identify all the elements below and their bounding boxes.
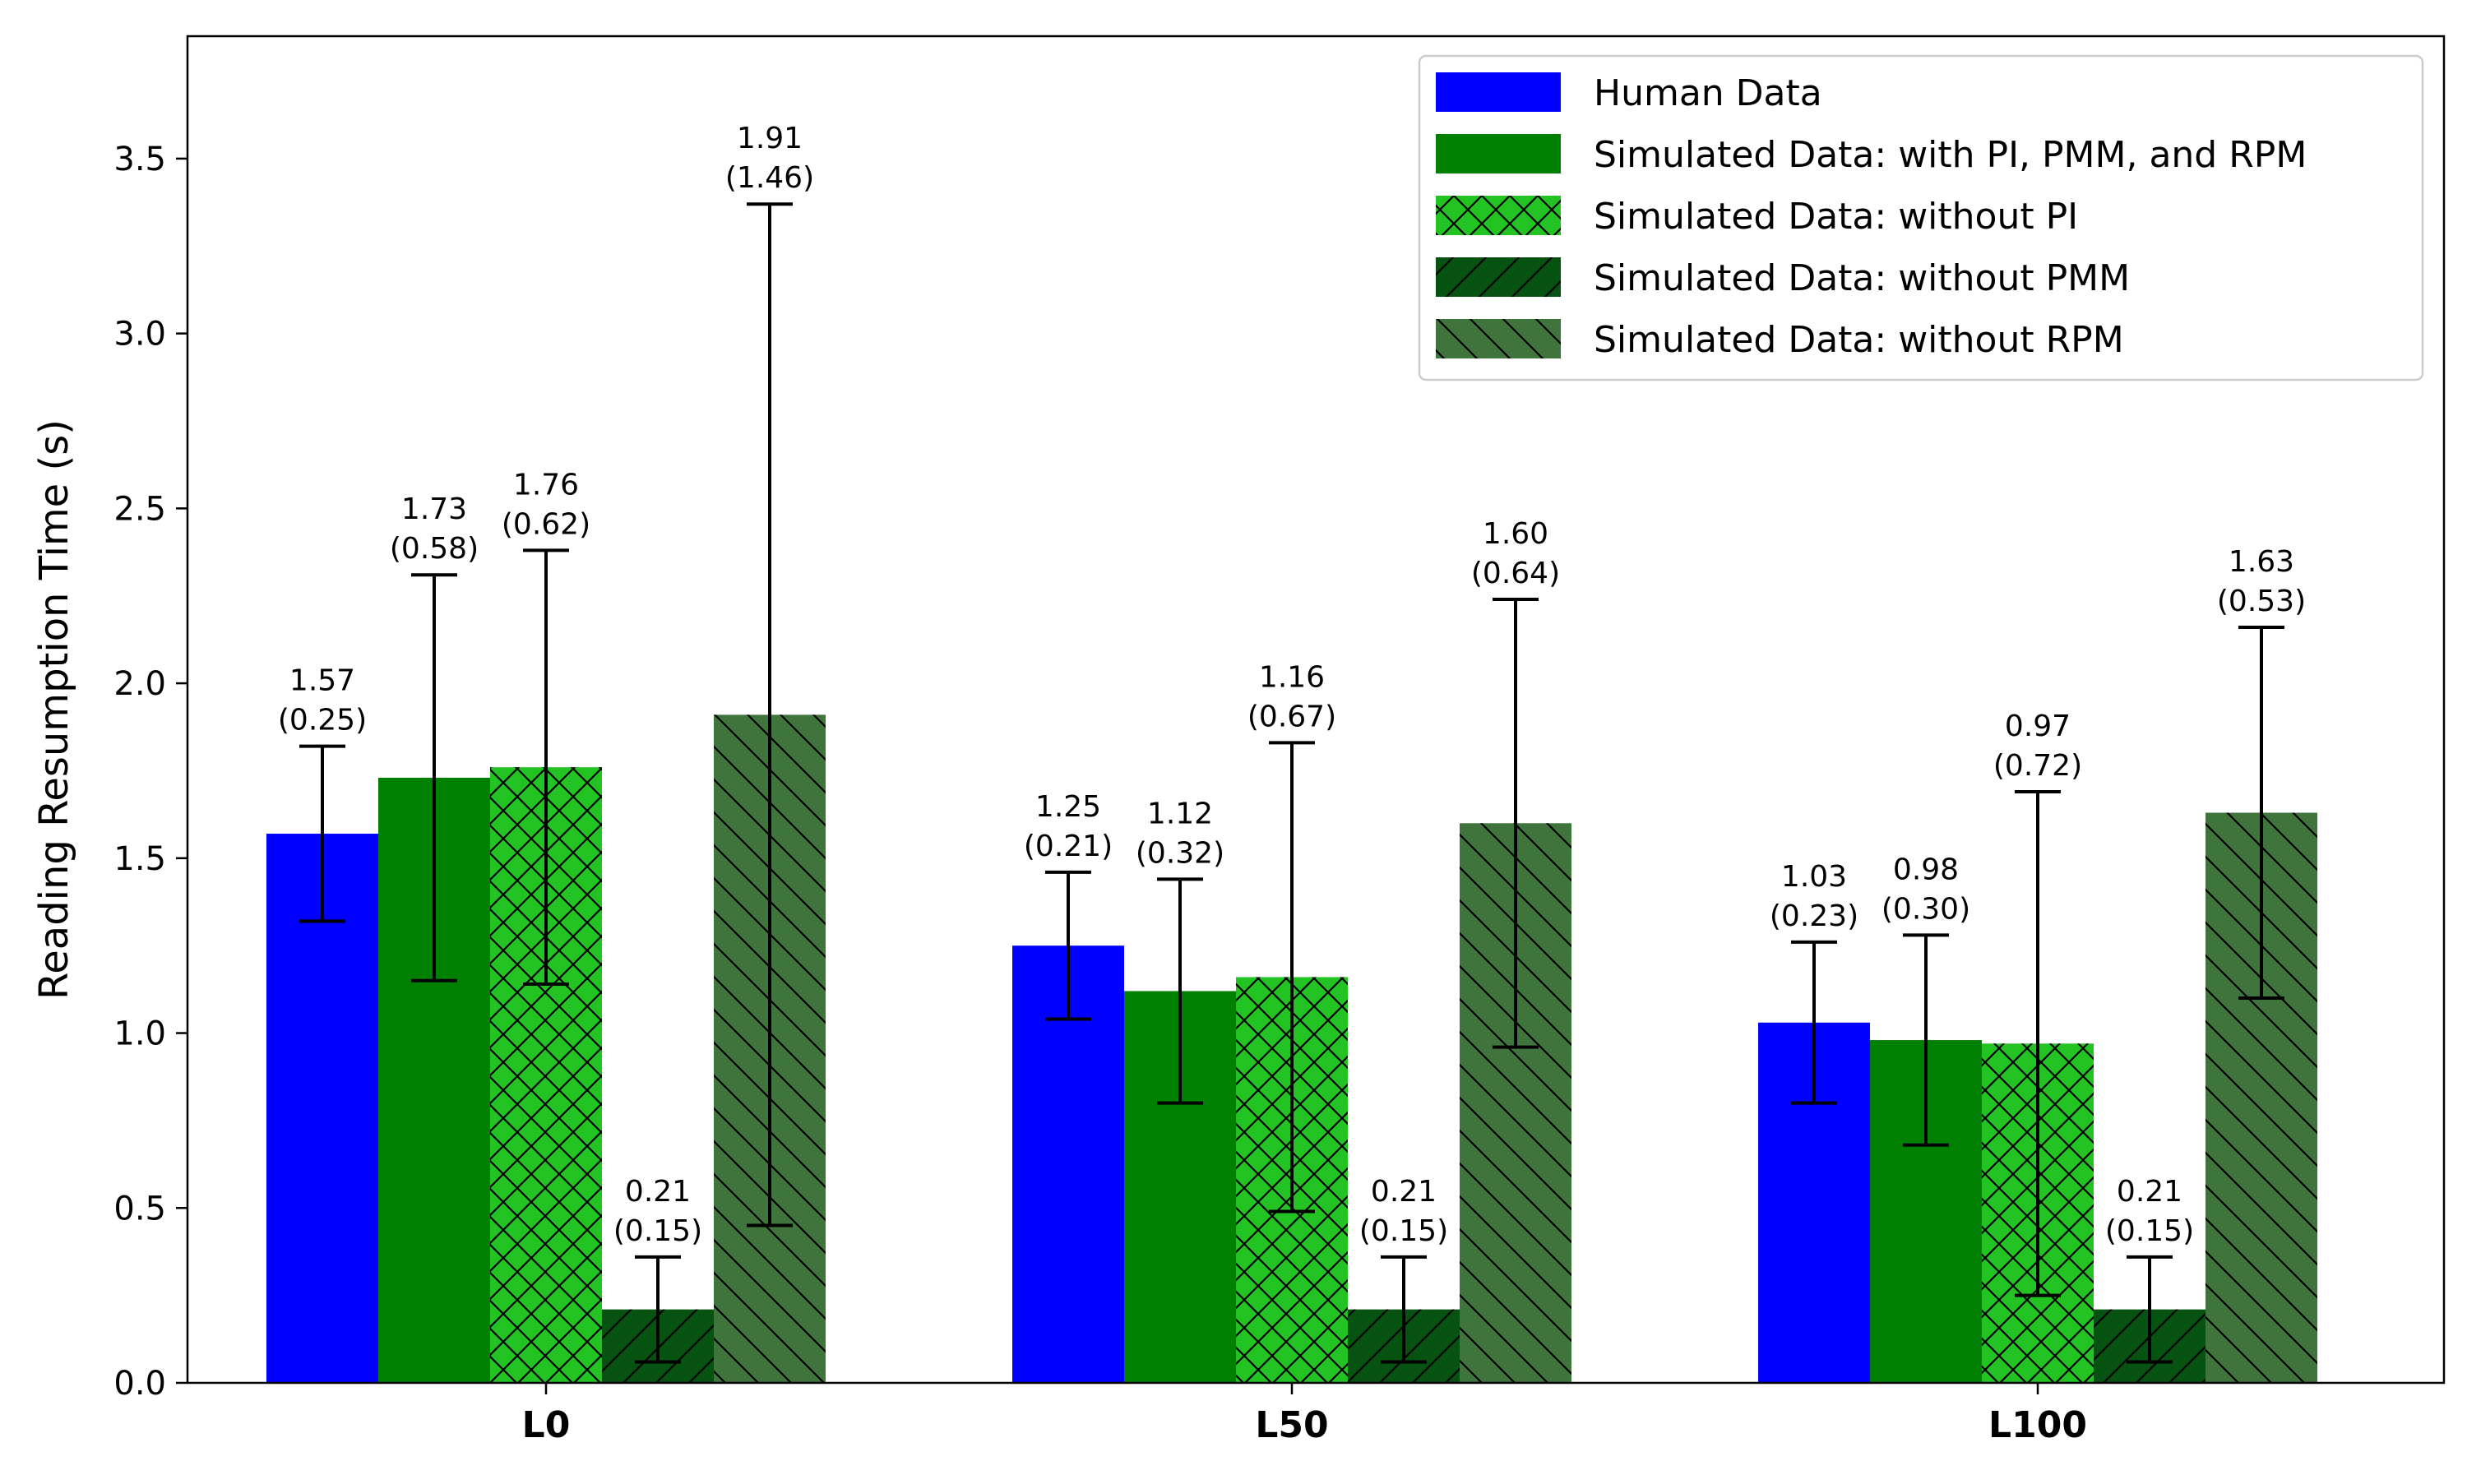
- data-label-error-series-0-l50: (0.21): [1024, 830, 1113, 863]
- error-bar-series-3-l0: [635, 1255, 681, 1364]
- error-bar-series-1-l100: [1903, 933, 1949, 1147]
- data-label-value-series-3-l0: 0.21: [625, 1175, 691, 1209]
- data-label-error-series-3-l50: (0.15): [1359, 1214, 1448, 1248]
- data-label-error-series-4-l0: (1.46): [725, 161, 814, 195]
- data-label-error-series-1-l50: (0.32): [1136, 836, 1224, 870]
- error-bar-series-2-l0: [523, 548, 569, 986]
- x-tick-label-l0: L0: [522, 1404, 571, 1446]
- data-label-value-series-2-l50: 1.16: [1259, 660, 1325, 694]
- plot-frame: [186, 35, 2446, 1385]
- legend-item-1: Simulated Data: with PI, PMM, and RPM: [1436, 134, 2307, 176]
- y-tick-label: 2.0: [113, 665, 166, 703]
- y-tick-label: 1.5: [113, 840, 166, 878]
- data-label-value-series-4-l50: 1.60: [1483, 517, 1548, 551]
- legend-item-4: Simulated Data: without RPM: [1436, 319, 2124, 361]
- y-tick-label: 2.5: [113, 490, 166, 528]
- legend-swatch-hatch: [1436, 257, 1561, 297]
- error-bar-series-2-l100: [2015, 789, 2061, 1297]
- y-tick-label: 0.5: [113, 1190, 166, 1227]
- legend-swatch-hatch: [1436, 319, 1561, 358]
- y-tick-label: 1.0: [113, 1015, 166, 1053]
- data-label-error-series-0-l0: (0.25): [278, 704, 367, 737]
- data-label-value-series-4-l0: 1.91: [737, 122, 803, 155]
- error-bar-series-0-l0: [299, 744, 345, 923]
- y-tick-label: 3.0: [113, 316, 166, 354]
- error-bar-series-0-l50: [1045, 870, 1091, 1021]
- data-label-value-series-1-l100: 0.98: [1893, 853, 1959, 886]
- data-label-error-series-2-l100: (0.72): [1993, 749, 2082, 783]
- data-label-value-series-0-l0: 1.57: [289, 664, 355, 698]
- data-label-error-series-2-l0: (0.62): [502, 507, 590, 541]
- data-label-error-series-2-l50: (0.67): [1247, 700, 1336, 733]
- data-label-error-series-4-l100: (0.53): [2217, 585, 2306, 618]
- error-bar-series-4-l0: [747, 202, 793, 1227]
- legend-label: Simulated Data: without PI: [1594, 196, 2078, 238]
- legend-swatch: [1436, 134, 1561, 173]
- error-bar-series-3-l50: [1381, 1255, 1427, 1364]
- data-label-error-series-1-l0: (0.58): [390, 532, 479, 566]
- legend-item-2: Simulated Data: without PI: [1436, 196, 2078, 238]
- y-axis-title: Reading Resumption Time (s): [31, 419, 77, 1000]
- data-label-value-series-1-l50: 1.12: [1147, 797, 1213, 830]
- data-label-error-series-1-l100: (0.30): [1881, 892, 1970, 926]
- data-label-error-series-4-l50: (0.64): [1471, 557, 1560, 590]
- legend-item-0: Human Data: [1436, 72, 1822, 114]
- data-label-error-series-3-l0: (0.15): [613, 1214, 702, 1248]
- data-label-value-series-1-l0: 1.73: [401, 492, 467, 526]
- legend-box: [1418, 54, 2424, 381]
- y-tick-label: 0.0: [113, 1365, 166, 1403]
- legend-item-3: Simulated Data: without PMM: [1436, 257, 2130, 299]
- error-bar-series-0-l100: [1791, 940, 1837, 1105]
- x-tick-label-l100: L100: [1988, 1404, 2087, 1446]
- legend-swatch: [1436, 72, 1561, 112]
- data-label-value-series-0-l50: 1.25: [1035, 790, 1101, 824]
- x-tick-label-l50: L50: [1255, 1404, 1328, 1446]
- legend-label: Simulated Data: without RPM: [1594, 319, 2124, 361]
- data-label-value-series-2-l0: 1.76: [513, 468, 579, 502]
- data-label-value-series-3-l100: 0.21: [2117, 1175, 2182, 1209]
- error-bar-series-2-l50: [1269, 741, 1315, 1214]
- error-bar-series-4-l100: [2238, 626, 2284, 1000]
- legend-swatch-hatch: [1436, 196, 1561, 235]
- legend-label: Human Data: [1594, 72, 1822, 114]
- error-bar-series-1-l50: [1157, 877, 1203, 1105]
- data-label-value-series-4-l100: 1.63: [2229, 545, 2294, 579]
- data-label-value-series-3-l50: 0.21: [1371, 1175, 1437, 1209]
- data-label-error-series-0-l100: (0.23): [1770, 899, 1858, 933]
- data-label-value-series-2-l100: 0.97: [2005, 710, 2071, 743]
- data-label-value-series-0-l100: 1.03: [1781, 860, 1847, 894]
- y-tick-label: 3.5: [113, 141, 166, 178]
- bar-series-0-l0: [266, 834, 378, 1383]
- error-bar-series-1-l0: [411, 573, 457, 982]
- legend-label: Simulated Data: without PMM: [1594, 257, 2130, 299]
- data-label-error-series-3-l100: (0.15): [2105, 1214, 2194, 1248]
- error-bar-series-3-l100: [2127, 1255, 2173, 1364]
- error-bar-series-4-l50: [1493, 597, 1539, 1049]
- legend-label: Simulated Data: with PI, PMM, and RPM: [1594, 134, 2307, 176]
